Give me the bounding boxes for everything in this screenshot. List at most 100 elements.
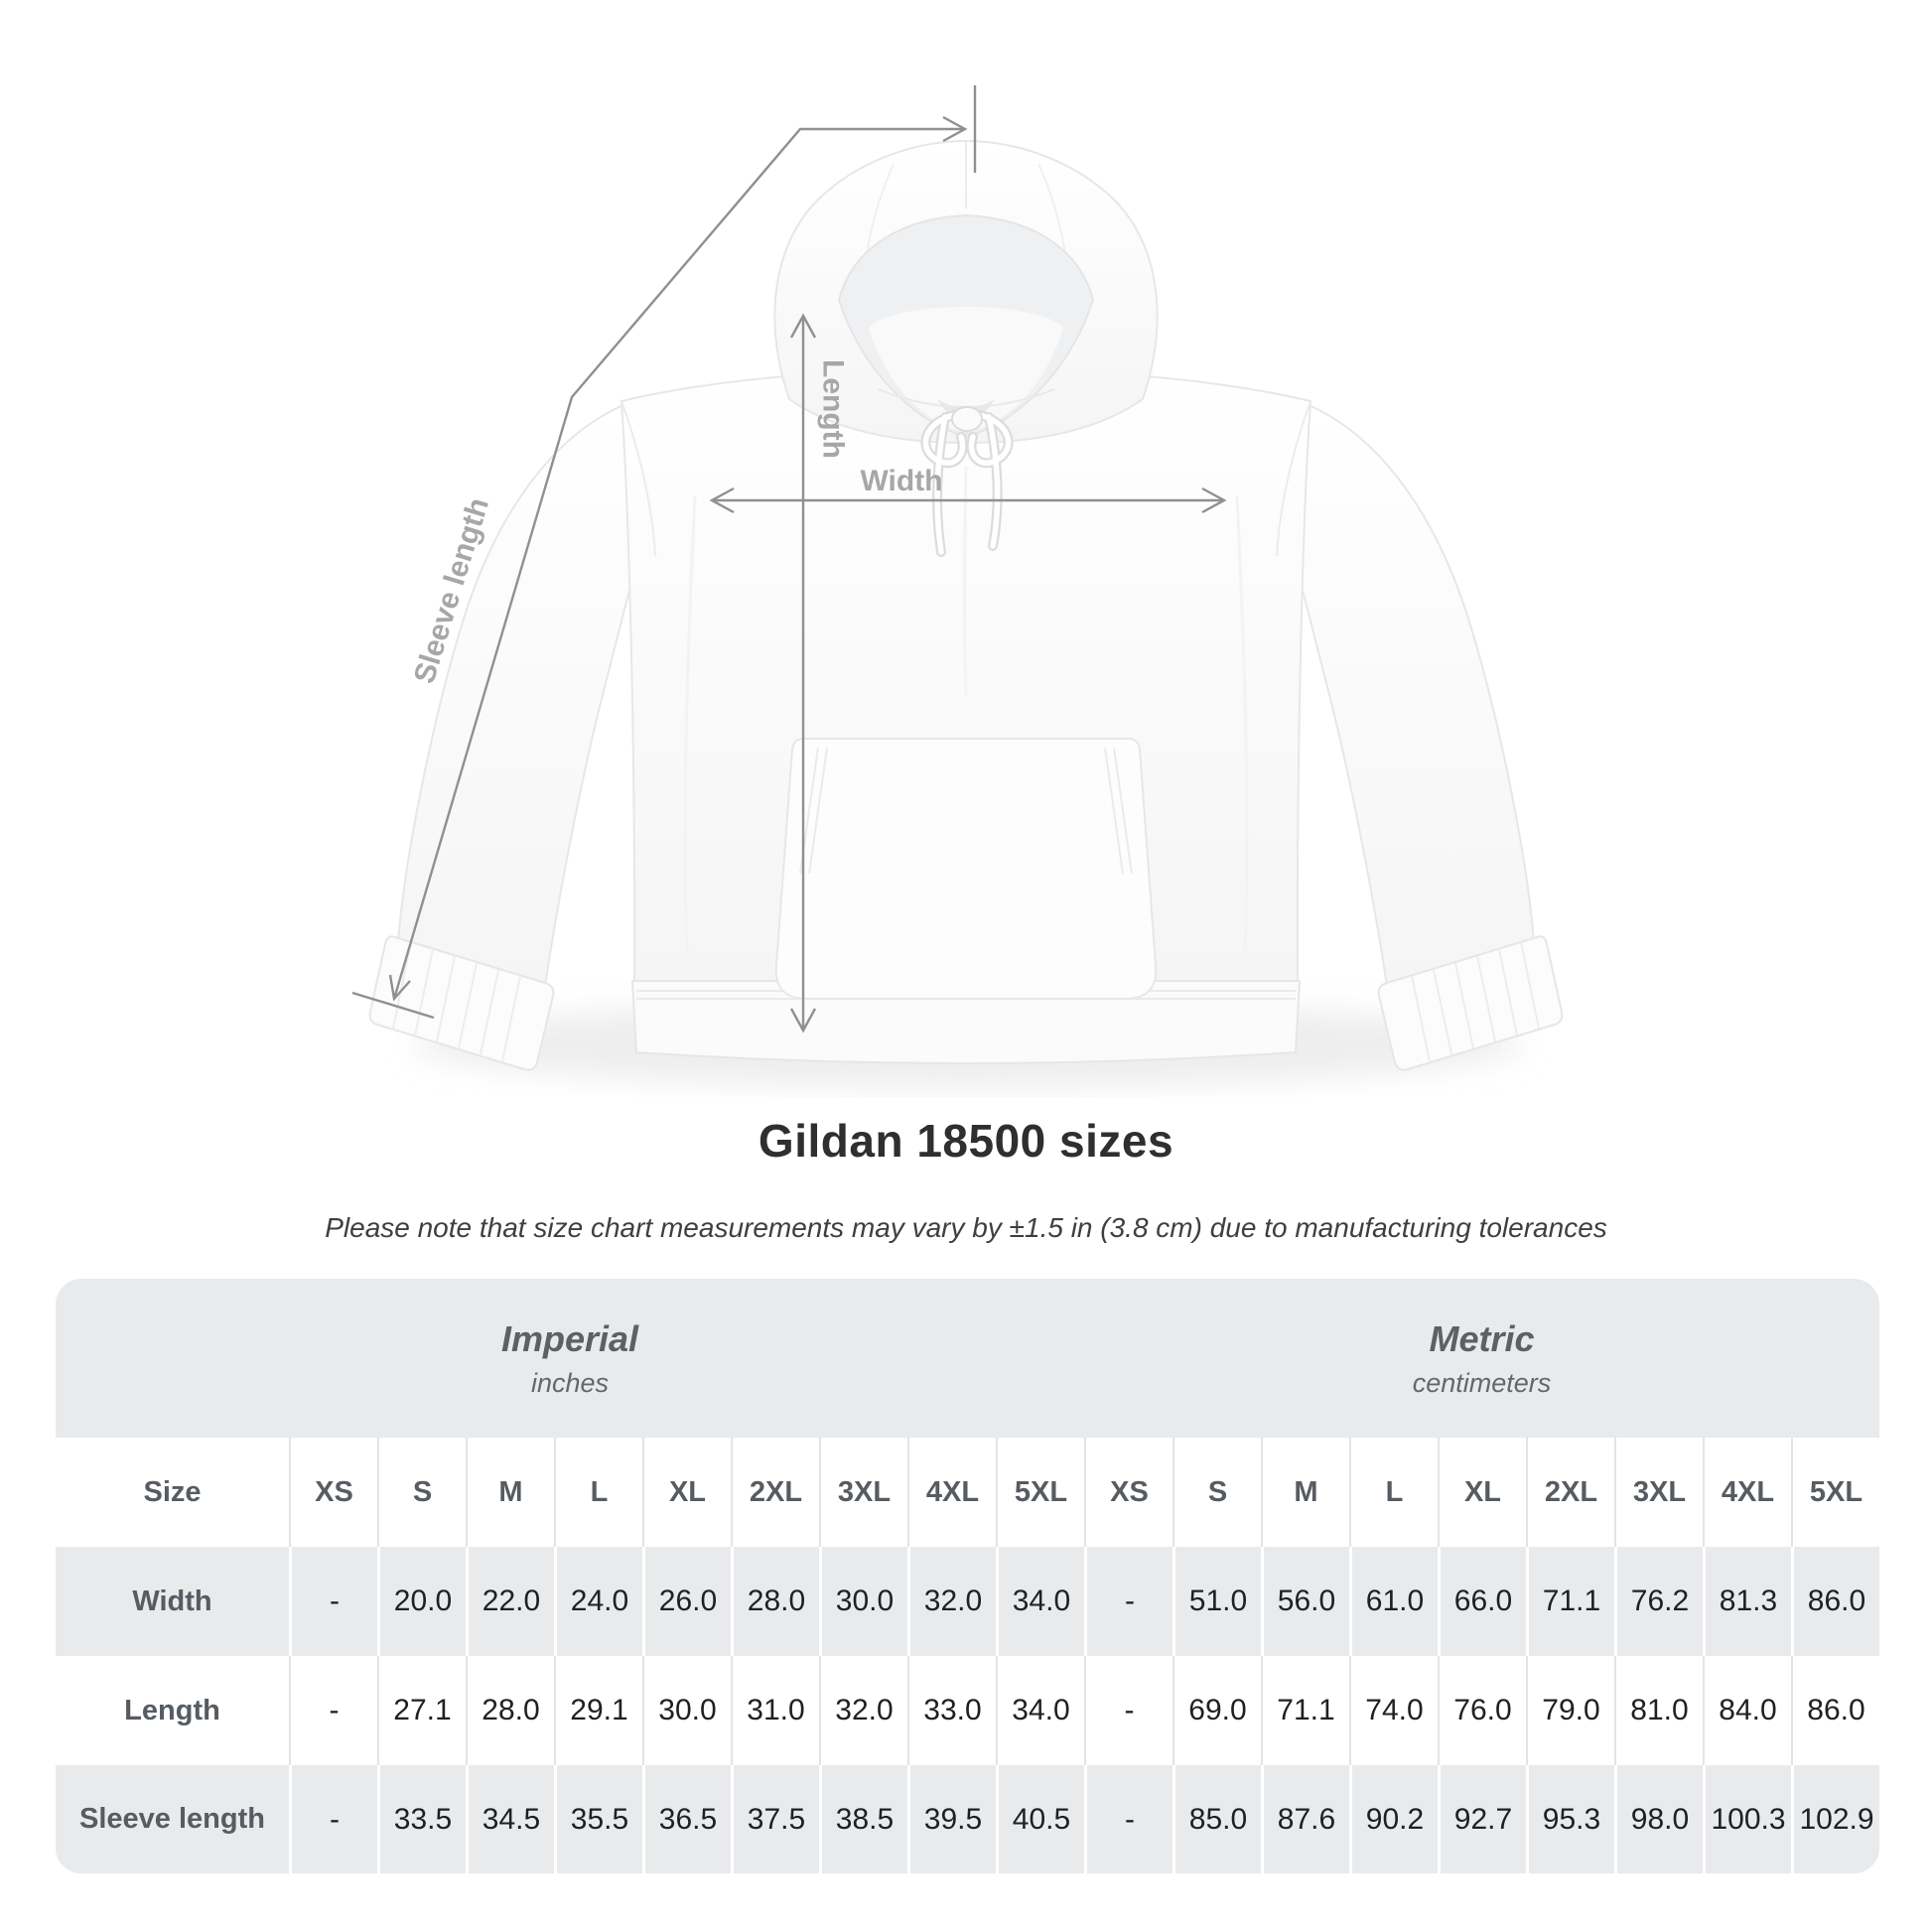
sleeve-arrowhead-bottom [388,974,411,1002]
measurement-lines [351,85,1227,1034]
width-arrowhead-right [1201,486,1227,514]
tolerance-note: Please note that size chart measurements… [325,1212,1607,1243]
table-cell: - [289,1547,377,1656]
left-sleeve [368,403,649,1071]
table-cell: 31.0 [731,1656,819,1765]
row-label-length: Length [124,1694,220,1726]
size-col-header-metric-3xl: 3XL [1614,1438,1703,1547]
table-cell: 22.0 [466,1547,554,1656]
sleeve-arrowhead-top [942,115,968,143]
table-cell: 30.0 [642,1656,731,1765]
width-label: Width [860,465,942,497]
table-cell: 81.3 [1703,1547,1791,1656]
table-cell: 71.1 [1526,1547,1614,1656]
size-col-header-imperial-s: S [377,1438,466,1547]
size-corner-header: Size [143,1475,202,1508]
table-cell: 35.5 [554,1765,642,1873]
size-header-row: Size XS S M L XL 2XL 3XL 4XL 5XL XS S M … [56,1438,1879,1547]
table-cell: 76.0 [1438,1656,1526,1765]
table-cell: 84.0 [1703,1656,1791,1765]
table-cell: 29.1 [554,1656,642,1765]
metric-group-header: Metric centimeters [1084,1279,1879,1438]
table-cell: 98.0 [1614,1765,1703,1873]
size-col-header-metric-xs: XS [1084,1438,1173,1547]
kangaroo-pocket [774,738,1158,1000]
table-cell: 26.0 [642,1547,731,1656]
size-col-header-imperial-3xl: 3XL [819,1438,907,1547]
table-cell: 28.0 [466,1656,554,1765]
table-cell: 74.0 [1349,1656,1438,1765]
size-col-header-metric-4xl: 4XL [1703,1438,1791,1547]
table-cell: 30.0 [819,1547,907,1656]
table-cell: 79.0 [1526,1656,1614,1765]
table-cell: 86.0 [1791,1547,1879,1656]
table-cell: 76.2 [1614,1547,1703,1656]
table-cell: 40.5 [996,1765,1084,1873]
table-row-sleeve-length: Sleeve length - 33.5 34.5 35.5 36.5 37.5… [56,1765,1879,1873]
table-cell: - [1084,1656,1173,1765]
table-cell: 56.0 [1261,1547,1349,1656]
table-cell: 61.0 [1349,1547,1438,1656]
sleeve-tick-bottom [351,991,435,1020]
size-col-header-imperial-xs: XS [289,1438,377,1547]
table-cell: 81.0 [1614,1656,1703,1765]
size-col-header-imperial-5xl: 5XL [996,1438,1084,1547]
table-cell: 33.0 [907,1656,996,1765]
table-cell: 71.1 [1261,1656,1349,1765]
size-col-header-imperial-4xl: 4XL [907,1438,996,1547]
hood [773,139,1159,445]
table-cell: 33.5 [377,1765,466,1873]
table-cell: 32.0 [907,1547,996,1656]
table-cell: 34.0 [996,1656,1084,1765]
size-col-header-metric-xl: XL [1438,1438,1526,1547]
table-cell: 39.5 [907,1765,996,1873]
imperial-label: Imperial [500,1317,639,1359]
length-arrowhead-top [789,313,817,339]
table-cell: 20.0 [377,1547,466,1656]
table-cell: 37.5 [731,1765,819,1873]
drawstrings [920,406,1014,557]
table-row-length: Length - 27.1 28.0 29.1 30.0 31.0 32.0 3… [56,1656,1879,1765]
hem-band [630,980,1302,1064]
imperial-unit: inches [530,1367,610,1398]
table-cell: 66.0 [1438,1547,1526,1656]
metric-label: Metric [1429,1317,1535,1359]
table-cell: 51.0 [1173,1547,1261,1656]
table-cell: - [289,1656,377,1765]
table-cell: 92.7 [1438,1765,1526,1873]
size-col-header-metric-m: M [1261,1438,1349,1547]
row-label-sleeve-length: Sleeve length [79,1803,265,1835]
length-label: Length [817,359,850,459]
sleeve-length-line [392,127,965,1000]
table-cell: 86.0 [1791,1656,1879,1765]
table-cell: 38.5 [819,1765,907,1873]
table-cell: 34.5 [466,1765,554,1873]
size-col-header-imperial-m: M [466,1438,554,1547]
width-arrowhead-left [709,486,735,514]
size-col-header-metric-l: L [1349,1438,1438,1547]
size-col-header-metric-2xl: 2XL [1526,1438,1614,1547]
row-label-width: Width [132,1585,212,1617]
table-row-width: Width - 20.0 22.0 24.0 26.0 28.0 30.0 32… [56,1547,1879,1656]
table-cell: 24.0 [554,1547,642,1656]
size-table: Imperial inches Metric centimeters Size … [56,1279,1879,1873]
hoodie-measurement-figure: Sleeve length Length Width [351,85,1564,1088]
table-cell: 32.0 [819,1656,907,1765]
table-cell: 85.0 [1173,1765,1261,1873]
size-col-header-imperial-2xl: 2XL [731,1438,819,1547]
size-col-header-metric-5xl: 5XL [1791,1438,1879,1547]
table-cell: 34.0 [996,1547,1084,1656]
table-cell: 27.1 [377,1656,466,1765]
size-col-header-imperial-l: L [554,1438,642,1547]
table-cell: 95.3 [1526,1765,1614,1873]
imperial-group-header: Imperial inches [56,1279,1084,1438]
table-cell: 28.0 [731,1547,819,1656]
right-sleeve [1283,403,1564,1071]
table-cell: 100.3 [1703,1765,1791,1873]
size-col-header-imperial-xl: XL [642,1438,731,1547]
table-cell: - [1084,1547,1173,1656]
table-cell: - [1084,1765,1173,1873]
page-title: Gildan 18500 sizes [758,1115,1174,1167]
unit-group-row: Imperial inches Metric centimeters [56,1279,1879,1438]
